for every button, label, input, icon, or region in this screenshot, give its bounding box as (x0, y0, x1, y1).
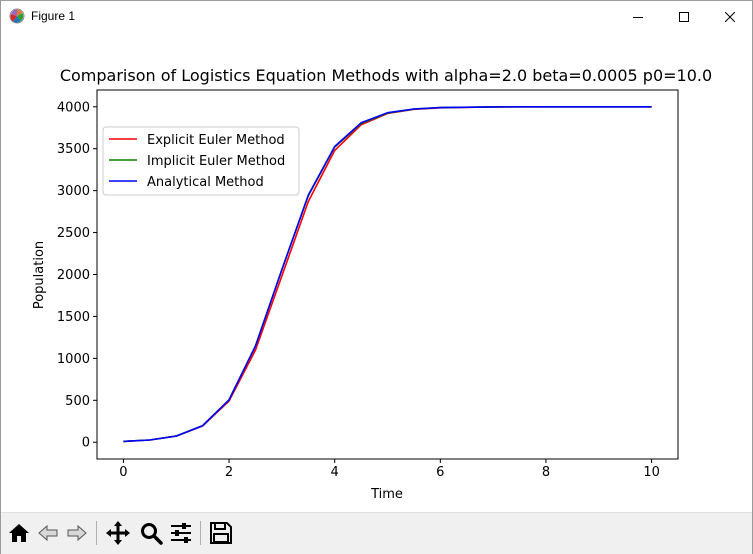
figure-canvas[interactable]: Comparison of Logistics Equation Methods… (1, 32, 752, 512)
legend-entry: Implicit Euler Method (147, 154, 285, 169)
y-tick-label: 2500 (57, 226, 90, 241)
configure-subplots-button[interactable] (167, 519, 195, 547)
y-tick-label: 500 (65, 394, 90, 409)
maximize-icon (679, 11, 689, 22)
x-tick-label: 2 (225, 465, 233, 480)
matplotlib-icon (9, 8, 25, 24)
x-tick-label: 6 (436, 465, 444, 480)
y-tick-label: 2000 (57, 268, 90, 283)
line-chart[interactable]: Comparison of Logistics Equation Methods… (1, 32, 752, 512)
y-axis-label: Population (32, 241, 47, 309)
minimize-icon (633, 16, 643, 18)
zoom-icon (141, 523, 163, 545)
zoom-button[interactable] (137, 519, 165, 547)
window-title: Figure 1 (31, 9, 76, 23)
legend-entry: Explicit Euler Method (147, 133, 285, 148)
chart-title: Comparison of Logistics Equation Methods… (60, 66, 712, 85)
x-axis-label: Time (370, 487, 403, 502)
move-icon (106, 521, 130, 545)
legend-entry: Analytical Method (147, 175, 264, 190)
close-button[interactable] (707, 1, 753, 32)
x-tick-label: 10 (643, 465, 660, 480)
legend: Explicit Euler Method Implicit Euler Meth… (102, 126, 300, 196)
navigation-toolbar (1, 512, 752, 554)
sliders-icon (171, 523, 191, 543)
back-arrow-icon (38, 524, 58, 542)
y-tick-label: 1500 (57, 310, 90, 325)
minimize-button[interactable] (615, 1, 661, 32)
toolbar-separator (96, 521, 97, 545)
maximize-button[interactable] (661, 1, 707, 32)
y-tick-label: 3000 (57, 184, 90, 199)
save-icon (210, 522, 232, 544)
x-tick-label: 0 (119, 465, 127, 480)
y-tick-label: 3500 (57, 142, 90, 157)
forward-arrow-icon (67, 524, 87, 542)
save-button[interactable] (207, 519, 235, 547)
series-line-3 (123, 106, 652, 443)
close-icon (725, 11, 735, 22)
x-tick-label: 4 (331, 465, 339, 480)
home-icon (9, 524, 29, 542)
title-bar[interactable]: Figure 1 (1, 1, 752, 32)
legend-box (102, 126, 300, 196)
x-tick-label: 8 (542, 465, 550, 480)
forward-button[interactable] (63, 519, 91, 547)
toolbar-separator (200, 521, 201, 545)
y-tick-label: 1000 (57, 352, 90, 367)
back-button[interactable] (34, 519, 62, 547)
home-button[interactable] (5, 519, 33, 547)
y-tick-label: 0 (82, 436, 90, 451)
pan-button[interactable] (104, 519, 132, 547)
y-tick-label: 4000 (57, 100, 90, 115)
